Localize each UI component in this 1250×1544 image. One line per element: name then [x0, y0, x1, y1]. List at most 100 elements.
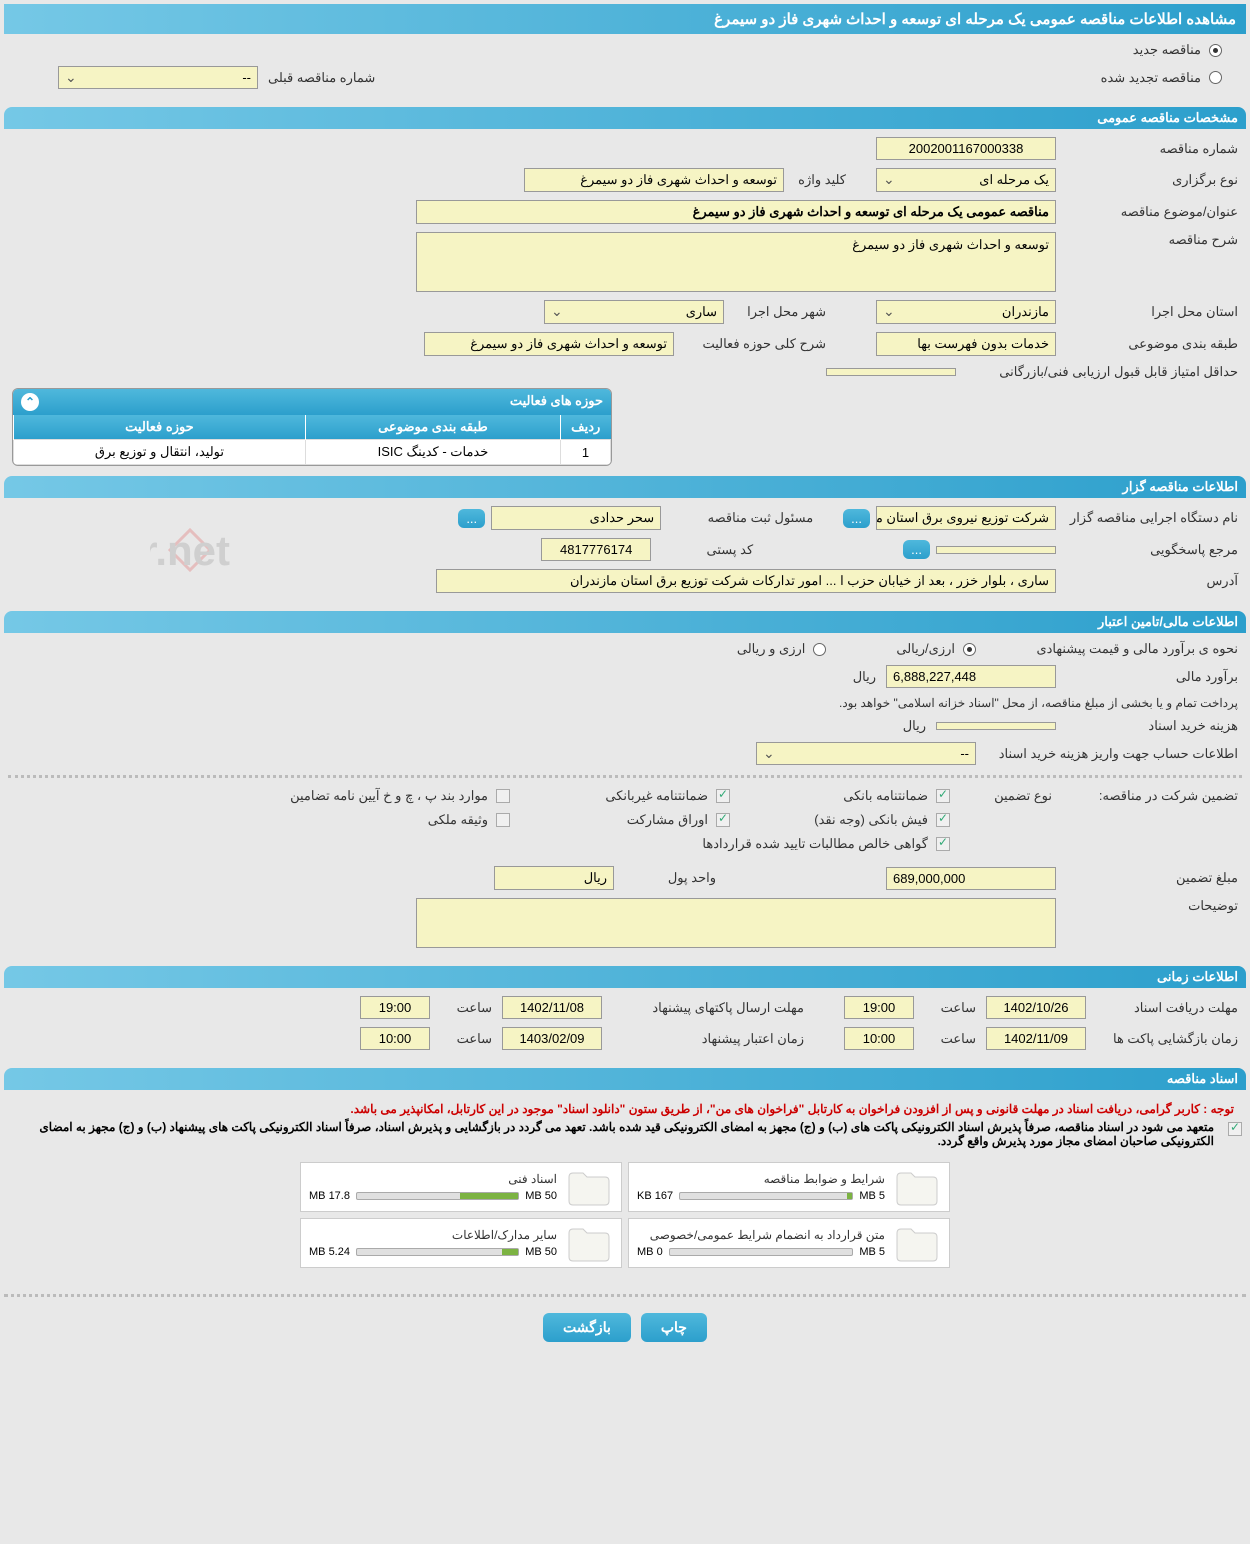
section-timing-body: مهلت دریافت اسناد 1402/10/26 ساعت 19:00 … — [4, 988, 1246, 1066]
bottom-buttons: چاپ بازگشت — [4, 1294, 1246, 1358]
separator — [8, 775, 1242, 778]
file-item[interactable]: شرایط و ضوابط مناقصه 5 MB 167 KB — [628, 1162, 950, 1212]
activity-title: حوزه های فعالیت — [510, 393, 603, 411]
scope-label: شرح کلی حوزه فعالیت — [680, 336, 830, 352]
currency-label-1: ریال — [849, 669, 880, 685]
payment-note: پرداخت تمام و یا بخشی از مبلغ مناقصه، از… — [8, 696, 1242, 710]
type-select[interactable]: یک مرحله ای — [876, 168, 1056, 192]
activity-collapse-button[interactable]: ⌃ — [21, 393, 39, 411]
section-general-header: مشخصات مناقصه عمومی — [4, 107, 1246, 129]
min-score-label: حداقل امتیاز قابل قبول ارزیابی فنی/بازرگ… — [962, 364, 1242, 380]
exec-field: شرکت توزیع نیروی برق استان مازندران — [876, 506, 1056, 530]
type-label: نوع برگزاری — [1062, 172, 1242, 188]
chk-securities[interactable] — [716, 813, 730, 827]
address-label: آدرس — [1062, 573, 1242, 589]
folder-icon — [893, 1223, 941, 1263]
folder-icon — [565, 1223, 613, 1263]
min-score-field — [826, 368, 956, 376]
exec-more-button[interactable]: ... — [843, 509, 870, 528]
t3-time: 10:00 — [844, 1027, 914, 1050]
chk-fish[interactable] — [936, 813, 950, 827]
radio-renewed-label: مناقصه تجدید شده — [1097, 70, 1205, 86]
t4-time: 10:00 — [360, 1027, 430, 1050]
file-item[interactable]: متن قرارداد به انضمام شرایط عمومی/خصوصی … — [628, 1218, 950, 1268]
notes-textarea[interactable] — [416, 898, 1056, 948]
city-select[interactable]: ساری — [544, 300, 724, 324]
file-item[interactable]: اسناد فنی 50 MB 17.8 MB — [300, 1162, 622, 1212]
class-field: خدمات بدون فهرست بها — [876, 332, 1056, 356]
chk-property[interactable] — [496, 813, 510, 827]
t3-label: زمان بازگشایی پاکت ها — [1092, 1031, 1242, 1047]
section-financial-header: اطلاعات مالی/تامین اعتبار — [4, 611, 1246, 633]
prev-tender-label: شماره مناقصه قبلی — [264, 70, 379, 86]
print-button[interactable]: چاپ — [641, 1313, 707, 1342]
registrar-more-button[interactable]: ... — [458, 509, 485, 528]
section-holder-body: نام دستگاه اجرایی مناقصه گزار شرکت توزیع… — [4, 498, 1246, 609]
tender-kind-radio-group: مناقصه جدید — [1129, 42, 1222, 58]
back-button[interactable]: بازگشت — [543, 1313, 631, 1342]
contact-field — [936, 546, 1056, 554]
est-label: برآورد مالی — [1062, 669, 1242, 685]
chk-bank[interactable] — [936, 789, 950, 803]
amount-field: 689,000,000 — [886, 867, 1056, 890]
province-label: استان محل اجرا — [1062, 304, 1242, 320]
postal-label: کد پستی — [657, 542, 757, 558]
radio-new-tender[interactable] — [1209, 44, 1222, 57]
tender-no-field: 2002001167000338 — [876, 137, 1056, 160]
postal-field: 4817776174 — [541, 538, 651, 561]
account-select[interactable]: -- — [756, 742, 976, 765]
chk-cases[interactable] — [496, 789, 510, 803]
doc-fee-field — [936, 722, 1056, 730]
guarantee-type-label: نوع تضمین — [956, 788, 1056, 804]
t2-date: 1402/11/08 — [502, 996, 602, 1019]
chk-receivables[interactable] — [936, 837, 950, 851]
contact-label: مرجع پاسخگویی — [1062, 542, 1242, 558]
registrar-field: سحر حدادی — [491, 506, 661, 530]
section-docs-header: اسناد مناقصه — [4, 1068, 1246, 1090]
section-holder-header: اطلاعات مناقصه گزار — [4, 476, 1246, 498]
tender-no-label: شماره مناقصه — [1062, 141, 1242, 157]
folder-icon — [565, 1167, 613, 1207]
address-field: ساری ، بلوار خزر ، بعد از خیابان حزب ا .… — [436, 569, 1056, 593]
notes-label: توضیحات — [1062, 898, 1242, 914]
doc-fee-label: هزینه خرید اسناد — [1062, 718, 1242, 734]
radio-arzi-riyali[interactable] — [963, 643, 976, 656]
t2-label: مهلت ارسال پاکتهای پیشنهاد — [608, 1000, 808, 1016]
est-value-field: 6,888,227,448 — [886, 665, 1056, 688]
scope-field: توسعه و احداث شهری فاز دو سیمرغ — [424, 332, 674, 356]
city-label: شهر محل اجرا — [730, 304, 830, 320]
radio-arzi-o-riyali[interactable] — [813, 643, 826, 656]
unit-field: ریال — [494, 866, 614, 890]
folder-icon — [893, 1167, 941, 1207]
guarantee-label: تضمین شرکت در مناقصه: — [1062, 788, 1242, 804]
prev-tender-select[interactable]: -- — [58, 66, 258, 89]
table-row: 1 خدمات - کدینگ ISIC تولید، انتقال و توز… — [14, 440, 611, 465]
desc-textarea[interactable]: توسعه و احداث شهری فاز دو سیمرغ — [416, 232, 1056, 292]
province-select[interactable]: مازندران — [876, 300, 1056, 324]
section-general-body: شماره مناقصه 2002001167000338 نوع برگزار… — [4, 129, 1246, 474]
contact-more-button[interactable]: ... — [903, 540, 930, 559]
section-financial-body: نحوه ی برآورد مالی و قیمت پیشنهادی ارزی/… — [4, 633, 1246, 964]
t2-time: 19:00 — [360, 996, 430, 1019]
col-class: طبقه بندی موضوعی — [305, 415, 560, 440]
account-label: اطلاعات حساب جهت واریز هزینه خرید اسناد — [982, 746, 1242, 762]
col-row: ردیف — [561, 415, 611, 440]
subject-label: عنوان/موضوع مناقصه — [1062, 204, 1242, 220]
t4-label: زمان اعتبار پیشنهاد — [608, 1031, 808, 1047]
unit-label: واحد پول — [620, 870, 720, 886]
class-label: طبقه بندی موضوعی — [1062, 336, 1242, 352]
desc-label: شرح مناقصه — [1062, 232, 1242, 248]
radio-new-label: مناقصه جدید — [1129, 42, 1205, 58]
t1-label: مهلت دریافت اسناد — [1092, 1000, 1242, 1016]
currency-label-2: ریال — [899, 718, 930, 734]
chk-commitment[interactable] — [1228, 1122, 1242, 1136]
section-docs-body: توجه : کاربر گرامی، دریافت اسناد در مهلت… — [4, 1090, 1246, 1284]
activity-panel: حوزه های فعالیت ⌃ ردیف طبقه بندی موضوعی … — [12, 388, 612, 466]
file-item[interactable]: سایر مدارک/اطلاعات 50 MB 5.24 MB — [300, 1218, 622, 1268]
exec-label: نام دستگاه اجرایی مناقصه گزار — [1062, 510, 1242, 526]
file-grid: شرایط و ضوابط مناقصه 5 MB 167 KB اسناد ف… — [300, 1162, 950, 1268]
t1-date: 1402/10/26 — [986, 996, 1086, 1019]
radio-renewed-tender[interactable] — [1209, 71, 1222, 84]
chk-nonbank[interactable] — [716, 789, 730, 803]
registrar-label: مسئول ثبت مناقصه — [667, 510, 817, 526]
